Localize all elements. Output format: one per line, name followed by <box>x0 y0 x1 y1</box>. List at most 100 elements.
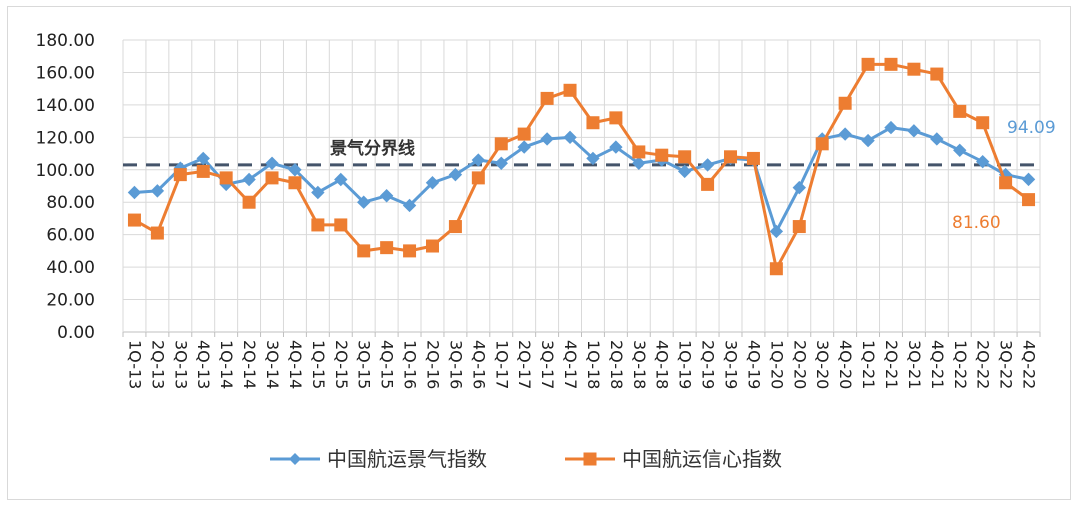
data-point <box>494 137 508 151</box>
x-tick-label: 2Q-21 <box>882 340 901 389</box>
x-tick-label: 2Q-13 <box>148 340 167 389</box>
data-point <box>746 151 760 165</box>
y-tick-label: 60.00 <box>46 226 95 246</box>
reference-line-group: 景气分界线 <box>123 138 1040 167</box>
x-tick-label: 1Q-20 <box>767 340 786 389</box>
x-tick-label: 4Q-16 <box>469 340 488 389</box>
data-point <box>334 172 348 187</box>
x-axis: 1Q-13 2Q-13 3Q-13 4Q-13 1Q-14 2Q-14 3Q-14 4Q-14… <box>122 332 1041 389</box>
data-point <box>586 151 600 166</box>
data-point <box>884 57 898 71</box>
data-point <box>861 133 875 148</box>
data-point <box>540 132 554 146</box>
data-point <box>953 104 967 118</box>
series-group <box>127 57 1036 276</box>
x-tick-label: 3Q-17 <box>538 340 557 389</box>
x-tick-label: 3Q-15 <box>355 340 374 389</box>
x-tick-label: 1Q-16 <box>401 340 420 389</box>
data-point <box>242 195 256 209</box>
data-point <box>838 127 852 141</box>
x-tick-label: 1Q-15 <box>309 340 328 389</box>
data-point <box>448 220 462 234</box>
x-tick-label: 2Q-16 <box>423 340 442 389</box>
x-tick-label: 4Q-15 <box>378 340 397 389</box>
data-point <box>838 96 852 110</box>
data-point <box>700 158 715 172</box>
x-tick-label: 2Q-19 <box>699 340 718 389</box>
data-point <box>288 176 302 190</box>
data-point <box>288 163 302 177</box>
data-point <box>609 111 623 125</box>
series-line <box>133 62 1030 271</box>
data-point <box>540 91 554 105</box>
data-point <box>792 220 806 234</box>
data-point <box>219 171 233 185</box>
chart-frame <box>7 6 1071 500</box>
data-point <box>357 244 371 258</box>
data-point <box>448 167 463 182</box>
x-tick-label: 4Q-21 <box>928 340 947 389</box>
data-point <box>311 218 325 232</box>
y-tick-label: 140.00 <box>36 96 95 116</box>
data-point <box>402 198 417 213</box>
y-tick-label: 0.00 <box>57 323 95 343</box>
data-point <box>403 244 417 258</box>
x-tick-label: 2Q-18 <box>607 340 626 389</box>
x-tick-label: 1Q-17 <box>492 340 511 389</box>
x-tick-label: 3Q-14 <box>263 340 282 389</box>
data-point <box>334 218 348 232</box>
x-tick-label: 2Q-17 <box>515 340 534 389</box>
x-tick-label: 4Q-17 <box>561 340 580 389</box>
data-point <box>150 226 164 240</box>
data-point <box>724 150 738 164</box>
x-tick-label: 1Q-19 <box>676 340 695 389</box>
annotation-label: 94.09 <box>1007 118 1056 138</box>
x-tick-label: 3Q-20 <box>813 340 832 389</box>
data-point <box>357 195 371 209</box>
data-point <box>517 127 531 141</box>
x-tick-label: 3Q-16 <box>446 340 465 389</box>
x-tick-label: 1Q-14 <box>217 340 236 389</box>
data-point <box>173 168 187 182</box>
data-point <box>655 148 669 162</box>
data-point <box>586 116 600 130</box>
x-tick-label: 2Q-15 <box>332 340 351 389</box>
y-tick-label: 180.00 <box>36 31 95 51</box>
data-point <box>380 241 394 255</box>
x-tick-label: 3Q-21 <box>905 340 924 389</box>
data-point <box>953 143 967 158</box>
data-point <box>379 189 394 203</box>
data-point <box>632 156 646 170</box>
data-point <box>632 145 646 159</box>
data-point <box>975 154 990 169</box>
legend-marker <box>583 452 597 466</box>
y-tick-label: 80.00 <box>46 193 95 213</box>
data-point <box>150 184 165 198</box>
x-tick-label: 2Q-20 <box>790 340 809 389</box>
data-point <box>999 176 1013 190</box>
x-tick-label: 1Q-22 <box>951 340 970 389</box>
data-point <box>907 62 921 76</box>
data-point <box>884 120 898 135</box>
reference-line-label: 景气分界线 <box>330 138 415 159</box>
y-tick-label: 40.00 <box>46 258 95 278</box>
y-tick-label: 20.00 <box>46 291 95 311</box>
data-point <box>265 171 279 185</box>
data-point <box>127 213 141 227</box>
data-point <box>471 153 486 167</box>
x-tick-label: 3Q-13 <box>171 340 190 389</box>
data-point <box>425 176 440 190</box>
data-point <box>494 156 508 170</box>
x-tick-label: 1Q-13 <box>125 340 144 389</box>
y-tick-label: 120.00 <box>36 128 95 148</box>
annotation-label: 81.60 <box>952 213 1001 233</box>
annotations-group: 94.09 81.60 <box>952 118 1056 233</box>
series-line <box>134 126 1029 233</box>
data-point <box>930 67 944 81</box>
data-point <box>677 164 692 179</box>
y-tick-label: 160.00 <box>36 63 95 83</box>
data-point <box>563 83 577 97</box>
data-point <box>563 130 577 145</box>
data-point <box>196 151 210 166</box>
x-tick-label: 1Q-18 <box>584 340 603 389</box>
